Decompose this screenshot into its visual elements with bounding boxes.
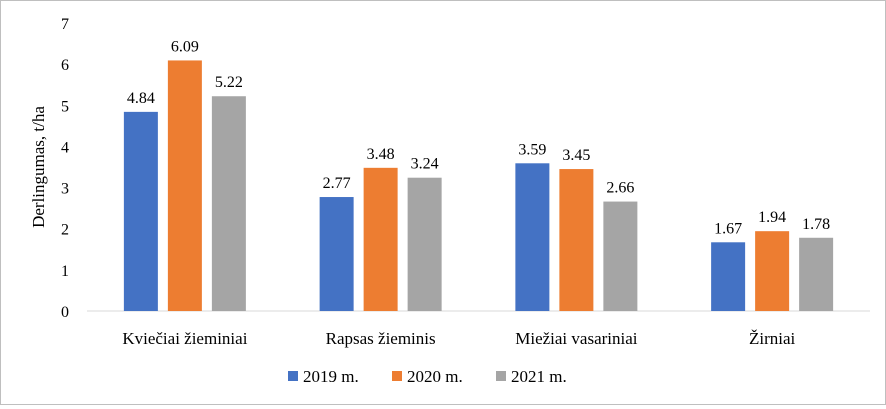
y-tick-label: 2 [61, 222, 69, 239]
bar [603, 201, 638, 311]
bar [167, 60, 202, 311]
category-label: Miežiai vasariniai [515, 329, 638, 348]
legend-swatch [288, 371, 298, 381]
bar [123, 111, 158, 312]
category-label: Kviečiai žieminiai [122, 329, 247, 348]
data-label: 6.09 [171, 38, 199, 55]
bar [711, 242, 746, 311]
category-label: Rapsas žieminis [326, 329, 436, 348]
data-labels: 4.84 6.09 5.22 2.77 3.48 3.24 3.59 3.45 2.66 1.67… [127, 38, 830, 237]
y-tick-label: 1 [61, 263, 69, 280]
legend: 2019 m. 2020 m. 2021 m. [288, 367, 567, 386]
legend-label: 2020 m. [407, 367, 463, 386]
y-tick-label: 3 [61, 181, 69, 198]
bar [515, 163, 550, 311]
legend-label: 2021 m. [511, 367, 567, 386]
bars [123, 60, 834, 312]
data-label: 5.22 [215, 74, 243, 91]
bar [559, 169, 594, 311]
y-axis-ticks: 0 1 2 3 4 5 6 7 [61, 16, 69, 321]
y-tick-label: 6 [61, 57, 69, 74]
category-labels: Kviečiai žieminiai Rapsas žieminis Miežiai… [122, 329, 795, 348]
bar [363, 167, 398, 311]
y-axis-label: Derlingumas, t/ha [29, 106, 48, 228]
y-tick-label: 5 [61, 98, 69, 115]
data-label: 2.66 [606, 180, 634, 197]
data-label: 1.78 [802, 216, 830, 233]
data-label: 1.94 [758, 209, 786, 226]
data-label: 3.59 [518, 141, 546, 158]
legend-label: 2019 m. [303, 367, 359, 386]
y-tick-label: 0 [61, 304, 69, 321]
data-label: 2.77 [323, 175, 351, 192]
data-label: 3.24 [411, 156, 439, 173]
bar [755, 231, 790, 311]
legend-swatch [392, 371, 402, 381]
y-tick-label: 4 [61, 139, 69, 156]
data-label: 4.84 [127, 90, 155, 107]
y-tick-label: 7 [61, 16, 69, 33]
category-label: Žirniai [749, 329, 796, 348]
data-label: 3.45 [562, 147, 590, 164]
data-label: 1.67 [714, 220, 742, 237]
data-label: 3.48 [367, 146, 395, 163]
bar [211, 96, 246, 311]
bar [319, 197, 354, 311]
legend-swatch [496, 371, 506, 381]
bar [407, 177, 442, 311]
bar [799, 237, 834, 311]
